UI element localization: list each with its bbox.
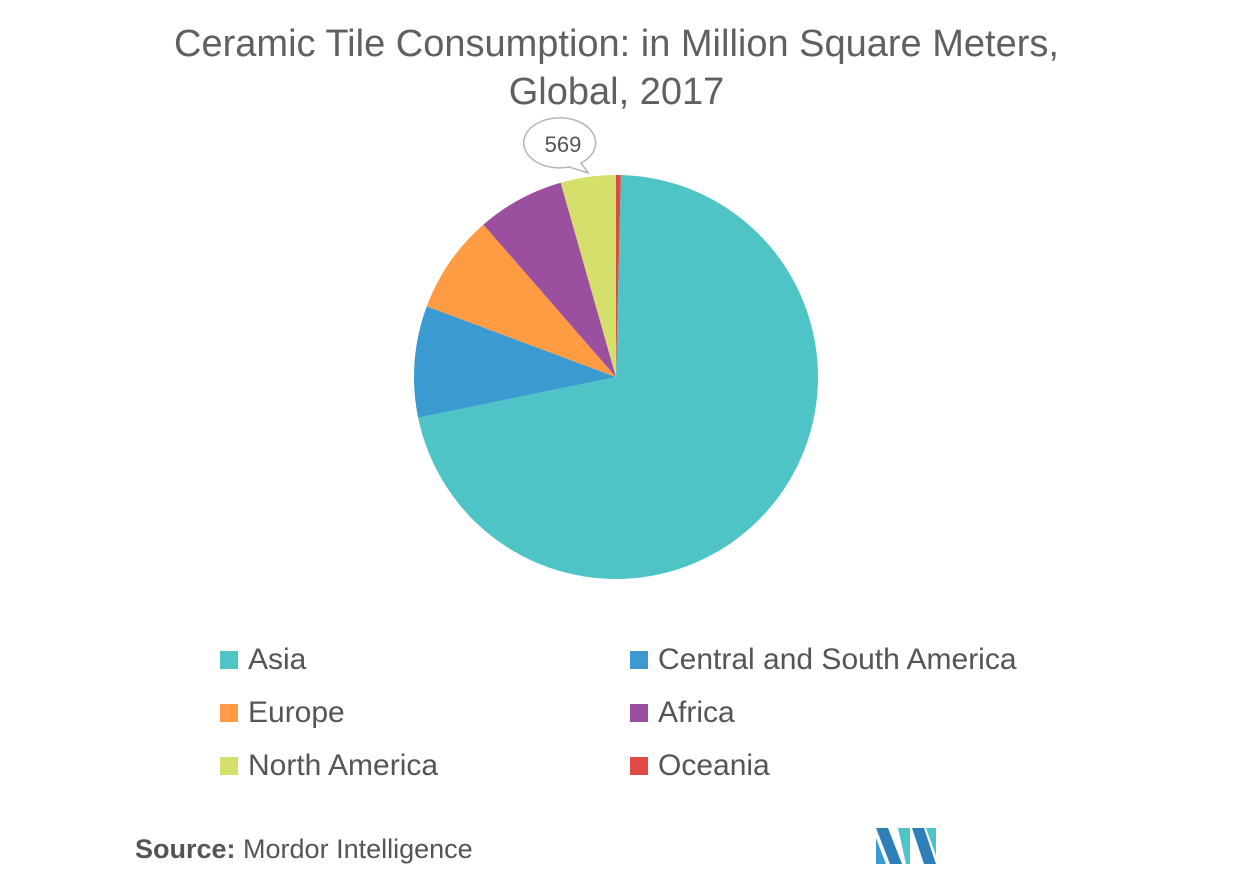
chart-title-line-2: Global, 2017 bbox=[508, 71, 725, 113]
source-note: Source: Mordor Intelligence bbox=[135, 834, 473, 865]
legend-label-africa: Africa bbox=[658, 696, 735, 729]
legend-item-central-and-south-america: Central and South America bbox=[630, 640, 1017, 680]
mordor-intelligence-logo bbox=[876, 828, 936, 864]
chart-title-line-1: Ceramic Tile Consumption: in Million Squ… bbox=[174, 23, 1059, 65]
legend-label-oceania: Oceania bbox=[658, 749, 770, 782]
legend-item-oceania: Oceania bbox=[630, 746, 770, 786]
legend-item-asia: Asia bbox=[220, 640, 306, 680]
pie-slice-africa bbox=[483, 182, 616, 377]
pie-slice-asia bbox=[418, 175, 818, 579]
legend-label-asia: Asia bbox=[248, 643, 307, 676]
legend-swatch-north-america bbox=[220, 757, 238, 775]
pie-slice-central-and-south-america bbox=[413, 306, 616, 418]
pie-slice-europe bbox=[426, 224, 616, 377]
legend-swatch-europe bbox=[220, 704, 238, 722]
pie-slice-oceania bbox=[616, 175, 621, 377]
legend-swatch-central-and-south-america bbox=[630, 651, 648, 669]
source-text: Mordor Intelligence bbox=[243, 834, 473, 864]
legend-swatch-asia bbox=[220, 651, 238, 669]
data-label-text: 569 bbox=[545, 132, 582, 157]
pie-slice-north-america bbox=[560, 175, 616, 377]
chart-title: Ceramic Tile Consumption: in Million Squ… bbox=[0, 20, 1233, 116]
legend-swatch-africa bbox=[630, 704, 648, 722]
legend-item-europe: Europe bbox=[220, 693, 345, 733]
legend-item-north-america: North America bbox=[220, 746, 438, 786]
source-prefix: Source: bbox=[135, 834, 236, 864]
legend-item-africa: Africa bbox=[630, 693, 735, 733]
legend-label-europe: Europe bbox=[248, 696, 345, 729]
data-label-callout: 569 bbox=[522, 117, 597, 175]
data-label-bubble bbox=[522, 117, 597, 175]
legend-label-north-america: North America bbox=[248, 749, 439, 782]
legend-swatch-oceania bbox=[630, 757, 648, 775]
legend-label-central-and-south-america: Central and South America bbox=[658, 643, 1017, 676]
